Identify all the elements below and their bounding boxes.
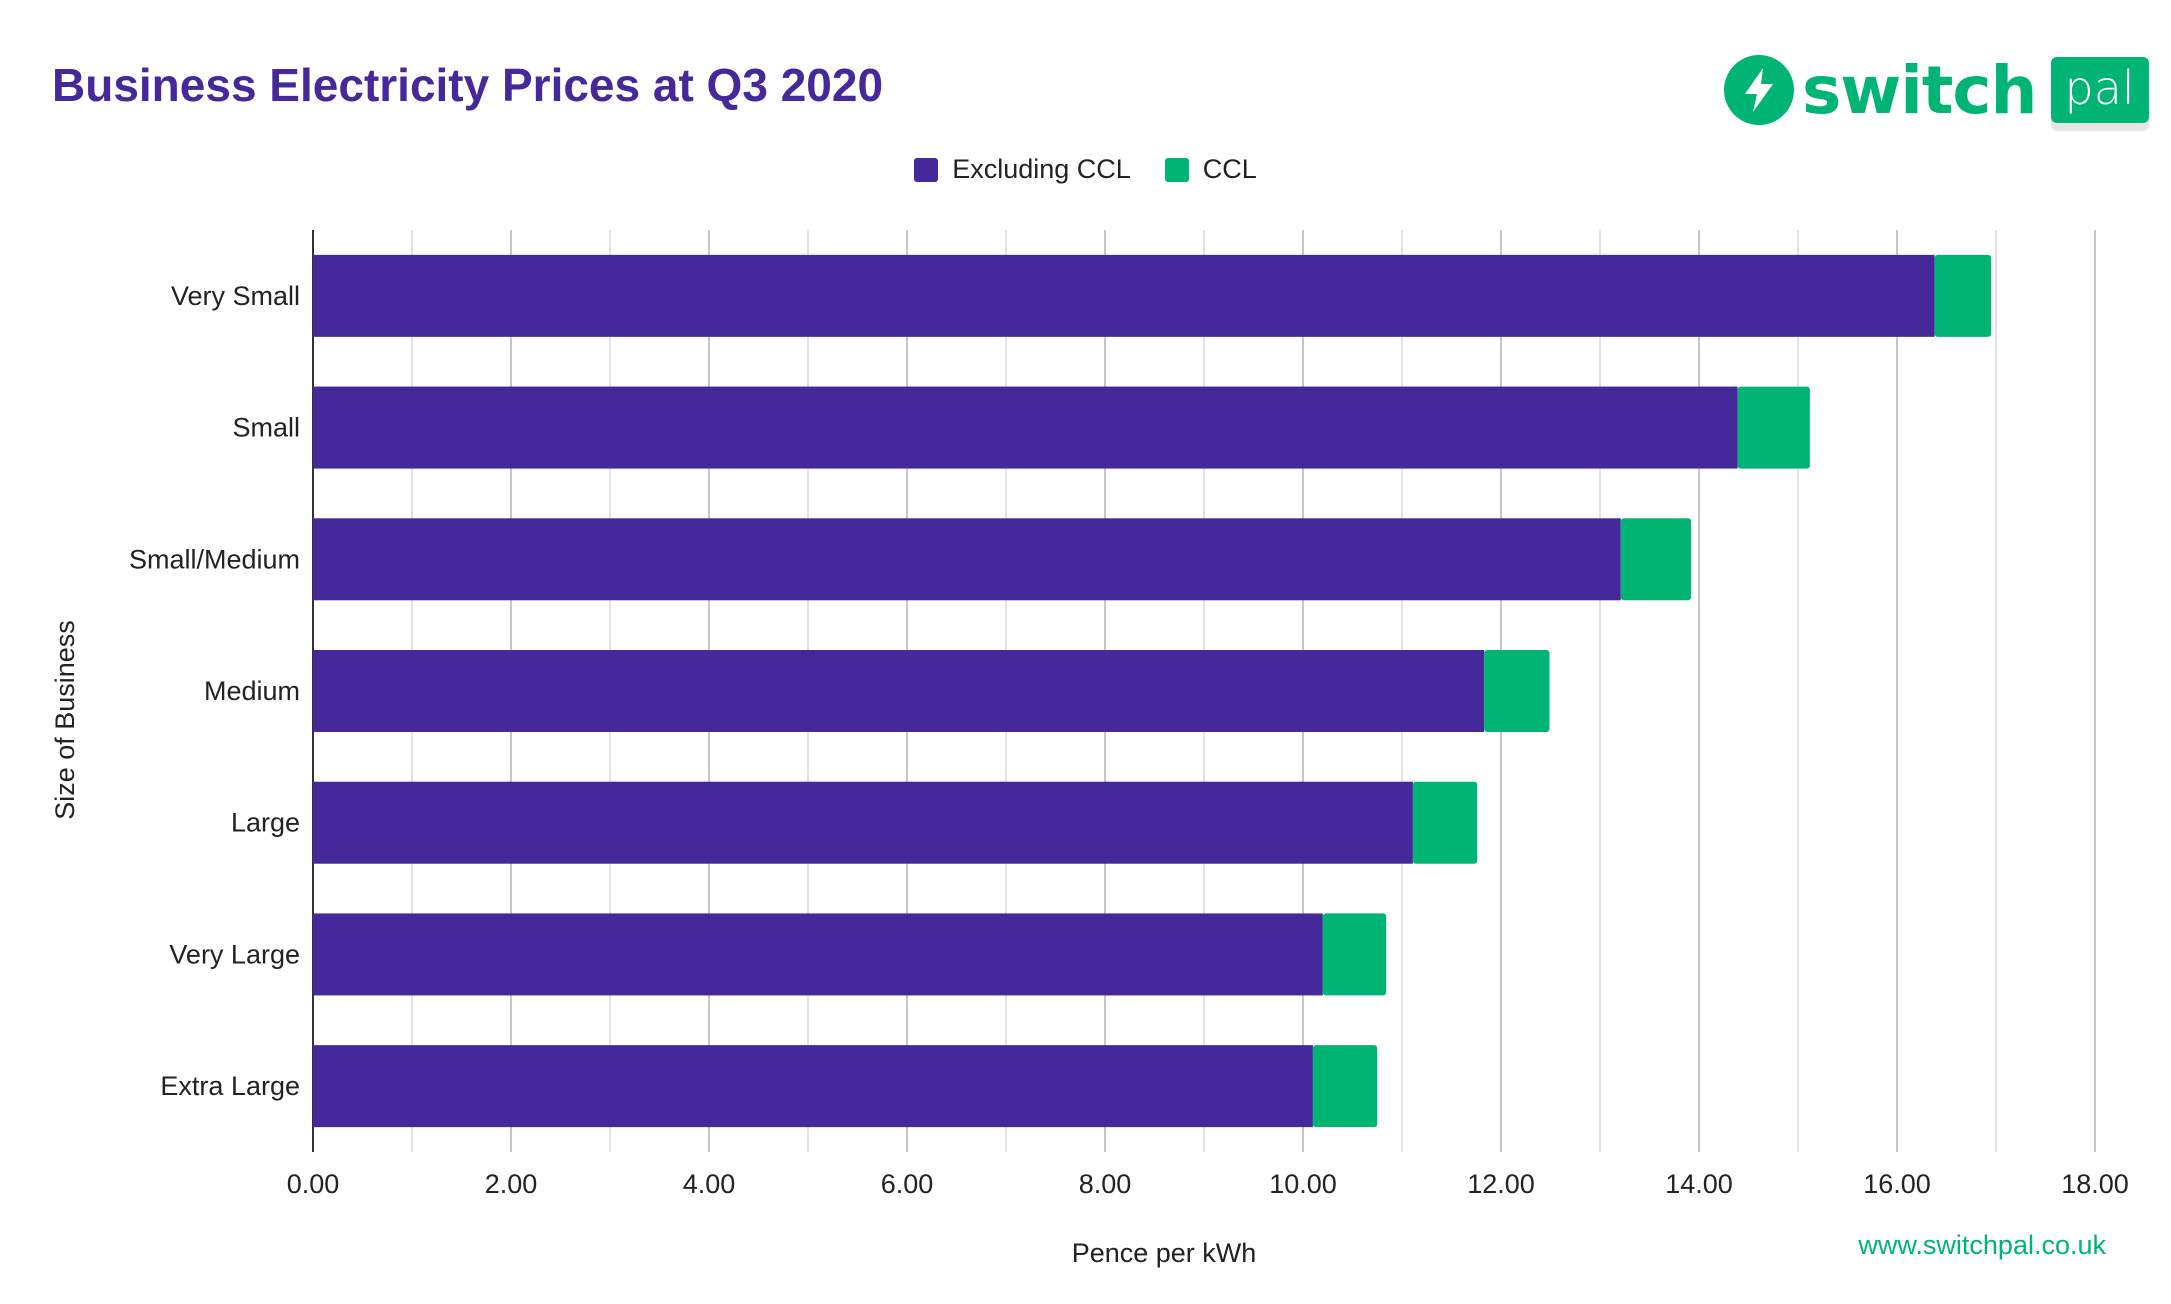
bar-ccl	[1312, 1045, 1378, 1128]
x-tick-label: 0.00	[287, 1169, 340, 1199]
bar-ccl	[1620, 518, 1692, 601]
x-tick-label: 4.00	[683, 1169, 736, 1199]
x-tick-label: 18.00	[2061, 1169, 2129, 1199]
x-axis-title: Pence per kWh	[1072, 1238, 1257, 1268]
legend-label: Excluding CCL	[952, 154, 1131, 184]
y-category-label: Medium	[204, 676, 300, 706]
y-category-label: Extra Large	[160, 1071, 300, 1101]
bar-excluding-ccl	[313, 913, 1323, 996]
legend: Excluding CCL CCL	[0, 154, 2171, 185]
bar-ccl	[1484, 650, 1550, 732]
legend-label: CCL	[1202, 154, 1257, 184]
bar-excluding-ccl	[313, 650, 1485, 732]
x-tick-label: 12.00	[1467, 1169, 1535, 1199]
bar-ccl	[1934, 254, 1992, 337]
x-tick-label: 16.00	[1863, 1169, 1931, 1199]
x-tick-label: 14.00	[1665, 1169, 1733, 1199]
bar-ccl	[1412, 781, 1478, 864]
bar-ccl	[1322, 913, 1387, 996]
y-axis-title: Size of Business	[50, 620, 80, 820]
y-category-label: Large	[231, 808, 300, 838]
legend-item-ccl: CCL	[1164, 154, 1257, 185]
bar-ccl	[1737, 386, 1810, 469]
x-tick-label: 6.00	[881, 1169, 934, 1199]
bar-excluding-ccl	[313, 386, 1738, 469]
legend-item-excluding-ccl: Excluding CCL	[914, 154, 1131, 185]
logo-badge: pal	[2050, 57, 2149, 123]
y-category-label: Very Small	[171, 281, 300, 311]
bar-excluding-ccl	[313, 518, 1621, 601]
chart-title: Business Electricity Prices at Q3 2020	[52, 59, 884, 111]
logo-text: switch	[1802, 51, 2038, 129]
x-tick-label: 8.00	[1079, 1169, 1132, 1199]
switchpal-logo: switch pal	[1724, 50, 2149, 130]
legend-swatch	[1164, 157, 1189, 182]
y-category-label: Small/Medium	[129, 544, 300, 574]
lightning-bolt-icon	[1724, 55, 1794, 125]
bar-excluding-ccl	[313, 254, 1935, 337]
legend-swatch	[914, 157, 939, 182]
bar-excluding-ccl	[313, 781, 1413, 864]
x-tick-label: 10.00	[1269, 1169, 1337, 1199]
y-category-label: Small	[232, 413, 300, 443]
y-category-label: Very Large	[169, 939, 300, 969]
bar-excluding-ccl	[313, 1045, 1313, 1128]
website-link[interactable]: www.switchpal.co.uk	[1858, 1230, 2106, 1260]
x-tick-label: 2.00	[485, 1169, 538, 1199]
